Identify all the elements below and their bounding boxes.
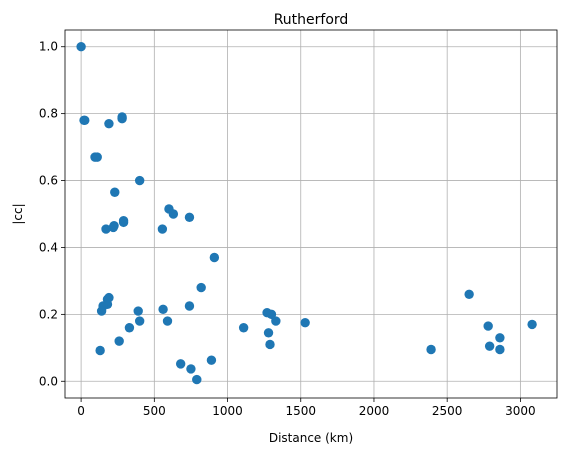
data-point — [192, 374, 202, 385]
data-point — [124, 323, 135, 333]
x-tick-label: 0 — [77, 404, 85, 418]
data-point — [426, 344, 436, 355]
data-point — [108, 222, 119, 233]
x-tick-label: 2000 — [359, 404, 390, 418]
data-point — [157, 224, 168, 234]
data-points — [76, 42, 537, 385]
data-point — [101, 224, 111, 234]
grid-lines — [65, 30, 557, 398]
data-point — [175, 359, 186, 369]
x-axis-label: Distance (km) — [269, 431, 353, 445]
y-axis-ticks: 0.0 0.2 0.4 0.6 0.8 1.0 — [39, 40, 65, 388]
data-point — [495, 333, 505, 343]
data-point — [464, 289, 474, 299]
x-tick-label: 1500 — [285, 404, 316, 418]
data-point — [162, 316, 173, 326]
y-tick-label: 0.6 — [39, 174, 58, 188]
data-point — [527, 319, 537, 330]
x-axis-ticks: 0 500 1000 1500 2000 2500 3000 — [77, 398, 536, 418]
data-point — [114, 336, 124, 346]
data-point — [76, 42, 86, 52]
y-tick-label: 0.4 — [39, 240, 58, 254]
data-point — [186, 364, 196, 374]
data-point — [118, 215, 129, 226]
plot-frame — [64, 29, 558, 399]
y-tick-label: 0.8 — [39, 107, 58, 121]
data-point — [80, 115, 90, 126]
data-point — [271, 316, 281, 326]
data-point — [495, 344, 505, 355]
chart-title: Rutherford — [274, 12, 349, 28]
y-tick-label: 1.0 — [39, 40, 58, 54]
y-tick-label: 0.0 — [39, 374, 58, 388]
data-point — [134, 175, 145, 186]
data-point — [104, 118, 114, 129]
data-point — [158, 304, 168, 315]
data-point — [209, 252, 220, 263]
data-point — [184, 212, 195, 223]
data-point — [110, 187, 120, 197]
data-point — [95, 345, 105, 356]
y-tick-label: 0.2 — [39, 307, 58, 321]
data-point — [92, 152, 102, 162]
x-tick-label: 2500 — [432, 404, 463, 418]
data-point — [196, 282, 206, 293]
data-point — [484, 341, 495, 351]
data-point — [184, 301, 195, 311]
data-point — [206, 355, 217, 365]
data-point — [263, 328, 274, 338]
data-point — [266, 309, 277, 320]
data-point — [265, 339, 275, 350]
x-tick-label: 1000 — [212, 404, 243, 418]
data-point — [238, 323, 249, 333]
data-point — [483, 321, 493, 331]
data-point — [117, 112, 127, 122]
x-tick-label: 500 — [143, 404, 166, 418]
data-point — [300, 318, 310, 328]
x-tick-label: 3000 — [505, 404, 536, 418]
data-point — [96, 306, 107, 316]
data-point — [168, 209, 179, 219]
data-point — [134, 316, 145, 326]
y-axis-label: |cc| — [11, 203, 25, 224]
data-point — [133, 306, 143, 316]
